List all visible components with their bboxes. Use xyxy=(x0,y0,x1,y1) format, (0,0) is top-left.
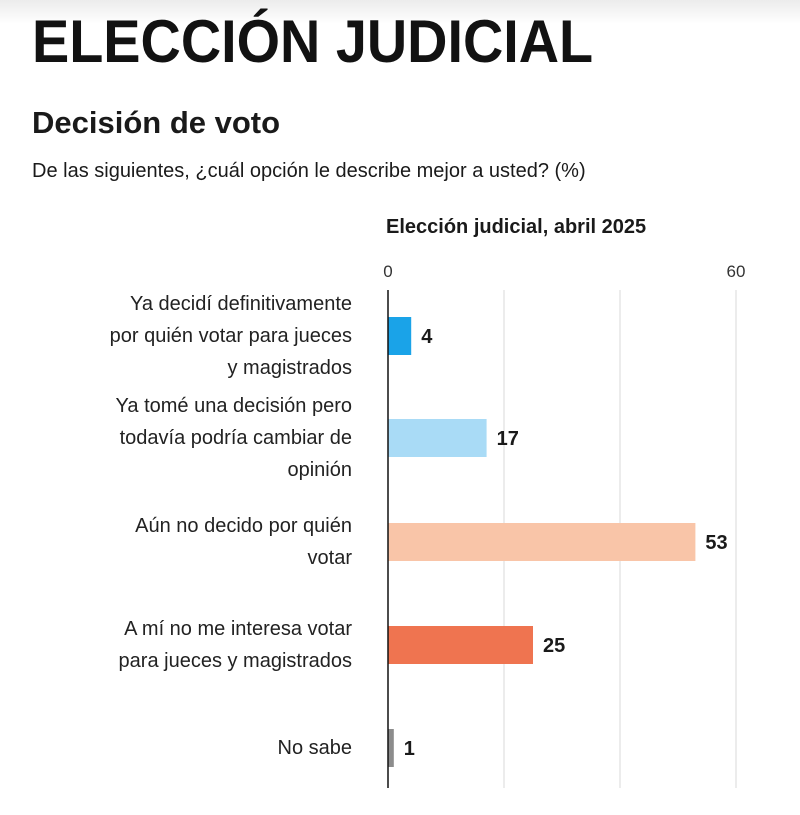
top-fade xyxy=(0,0,800,24)
data-label-1: 4 xyxy=(421,326,433,348)
bar-4 xyxy=(388,626,533,664)
chart-title: Elección judicial, abril 2025 xyxy=(386,216,647,238)
category-label-line: Ya decidí definitivamente xyxy=(130,293,352,315)
data-label-3: 53 xyxy=(705,532,727,554)
main-title: ELECCIÓN JUDICIAL xyxy=(32,8,594,75)
category-label-line: A mí no me interesa votar xyxy=(124,618,352,640)
category-label-2: Ya tomé una decisión pero todavía podría … xyxy=(12,390,352,486)
category-label-4: A mí no me interesa votar para jueces y m… xyxy=(12,613,352,677)
question-text: De las siguientes, ¿cuál opción le descr… xyxy=(32,160,586,182)
category-label-3: Aún no decido por quién votar xyxy=(12,510,352,574)
subtitle: Decisión de voto xyxy=(32,105,281,140)
data-label-4: 25 xyxy=(543,635,565,657)
bar-3 xyxy=(388,523,696,561)
bar-2 xyxy=(388,419,487,457)
data-label-2: 17 xyxy=(497,428,519,450)
category-label-line: votar xyxy=(307,547,352,569)
category-label-5: No sabe xyxy=(12,732,353,764)
category-label-line: opinión xyxy=(287,459,352,481)
category-label-line: Aún no decido por quién xyxy=(135,515,352,537)
data-label-5: 1 xyxy=(404,738,415,760)
bar-1 xyxy=(388,317,412,355)
tick-label: 0 xyxy=(383,262,392,281)
category-label-line: No sabe xyxy=(277,737,353,759)
category-label-line: para jueces y magistrados xyxy=(118,650,352,672)
category-label-1: Ya decidí definitivamente por quién votar… xyxy=(12,288,352,384)
category-label-line: por quién votar para jueces xyxy=(109,325,352,347)
tick-label: 60 xyxy=(727,262,746,281)
category-label-line: y magistrados xyxy=(227,357,353,379)
bar-5 xyxy=(388,729,394,767)
category-label-line: todavía podría cambiar de xyxy=(119,427,352,449)
category-label-line: Ya tomé una decisión pero xyxy=(115,395,352,417)
